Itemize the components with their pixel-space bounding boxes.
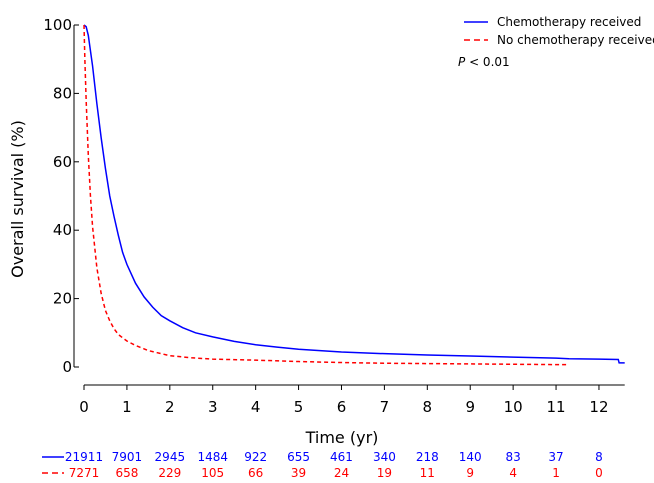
y-tick-label: 60 xyxy=(53,153,72,171)
risk-count: 461 xyxy=(330,450,353,464)
x-tick-label: 9 xyxy=(465,398,475,416)
risk-count: 229 xyxy=(158,466,181,480)
risk-count: 0 xyxy=(595,466,603,480)
x-axis-title: Time (yr) xyxy=(305,428,379,447)
risk-count: 340 xyxy=(373,450,396,464)
risk-count: 2945 xyxy=(155,450,186,464)
risk-table: 21911 7901 2945 1484 922 655 461 340 218 140 83 37 8… xyxy=(42,450,603,480)
y-tick-label: 20 xyxy=(53,290,72,308)
x-tick-label: 1 xyxy=(122,398,132,416)
x-tick-label: 5 xyxy=(294,398,304,416)
y-tick-label: 80 xyxy=(53,84,72,102)
p-value-annotation: P < 0.01 xyxy=(458,55,510,69)
series-line-chemo xyxy=(83,24,625,364)
p-value-symbol: P xyxy=(458,55,466,69)
x-tick-label: 8 xyxy=(423,398,433,416)
x-tick-label: 3 xyxy=(208,398,218,416)
risk-count: 7901 xyxy=(112,450,143,464)
series-line-no-chemo xyxy=(83,24,567,366)
risk-count: 658 xyxy=(115,466,138,480)
x-tick-label: 7 xyxy=(380,398,390,416)
x-tick-label: 6 xyxy=(337,398,347,416)
risk-count: 4 xyxy=(509,466,517,480)
legend: Chemotherapy received No chemotherapy re… xyxy=(464,15,654,47)
risk-count: 24 xyxy=(334,466,349,480)
risk-count: 8 xyxy=(595,450,603,464)
risk-count: 21911 xyxy=(65,450,103,464)
risk-count: 11 xyxy=(420,466,435,480)
y-tick-label: 0 xyxy=(62,358,72,376)
risk-count: 1484 xyxy=(197,450,228,464)
legend-label-no-chemo: No chemotherapy received xyxy=(497,33,654,47)
risk-count: 140 xyxy=(459,450,482,464)
x-tick-label: 10 xyxy=(504,398,523,416)
risk-count: 83 xyxy=(505,450,520,464)
p-value-text: < 0.01 xyxy=(465,55,509,69)
risk-count: 66 xyxy=(248,466,263,480)
series-layer xyxy=(83,24,625,366)
risk-count: 37 xyxy=(548,450,563,464)
x-tick-label: 12 xyxy=(589,398,608,416)
y-tick-label: 40 xyxy=(53,221,72,239)
risk-count: 1 xyxy=(552,466,560,480)
risk-count: 922 xyxy=(244,450,267,464)
risk-count: 105 xyxy=(201,466,224,480)
risk-count: 9 xyxy=(466,466,474,480)
risk-count: 7271 xyxy=(69,466,100,480)
x-tick-label: 2 xyxy=(165,398,175,416)
risk-count: 655 xyxy=(287,450,310,464)
risk-count: 218 xyxy=(416,450,439,464)
y-axis-title: Overall survival (%) xyxy=(8,120,27,278)
x-tick-label: 11 xyxy=(547,398,566,416)
risk-count: 39 xyxy=(291,466,306,480)
legend-label-chemo: Chemotherapy received xyxy=(497,15,641,29)
risk-count: 19 xyxy=(377,466,392,480)
x-tick-label: 4 xyxy=(251,398,261,416)
x-tick-label: 0 xyxy=(79,398,89,416)
y-tick-label: 100 xyxy=(43,16,72,34)
